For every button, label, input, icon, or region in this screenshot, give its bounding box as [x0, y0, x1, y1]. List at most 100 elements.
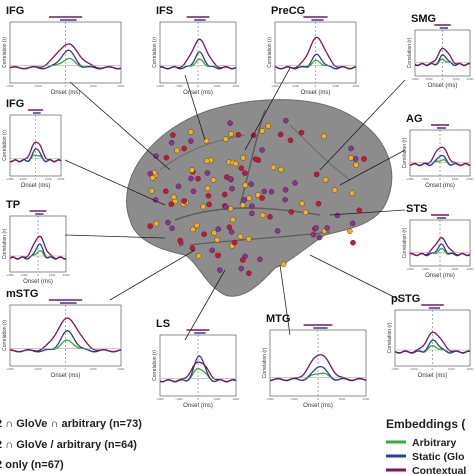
x-tick-label: 2000 — [467, 77, 474, 81]
electrode-dot — [181, 198, 187, 204]
panel-ifg-top: IFG -2000 -1000 0 1000 2000 Onset (ms) Correlat… — [2, 5, 125, 96]
leader-line-smg — [319, 79, 406, 171]
electrode-dot — [222, 136, 229, 142]
electrode-dot — [195, 175, 201, 182]
electrode-dot — [287, 137, 294, 144]
electrode-dot — [238, 265, 244, 272]
electrode-dot — [214, 236, 220, 243]
y-axis-label: Correlation (r) — [402, 137, 408, 168]
brain-image — [126, 99, 393, 297]
electrode-dot — [237, 233, 244, 240]
electrode-dot — [169, 225, 175, 232]
electrode-dot — [277, 131, 284, 138]
electrode-dot — [274, 228, 281, 234]
x-tick-label: 0 — [432, 367, 434, 371]
electrode-dot — [346, 228, 353, 235]
embeddings-legend-title: Embeddings ( — [386, 417, 465, 431]
x-tick-label: -2000 — [406, 267, 414, 271]
x-tick-label: 1000 — [452, 267, 459, 271]
y-axis-label: Correlation (r) — [152, 350, 158, 381]
leader-line-ls — [184, 269, 226, 341]
x-tick-label: 1000 — [90, 367, 97, 371]
curve-contextual — [9, 317, 122, 353]
x-tick-label: -2000 — [6, 84, 14, 88]
electrode-dot — [148, 188, 155, 194]
electrode-dot — [321, 133, 327, 140]
x-tick-label: -1000 — [19, 177, 27, 181]
y-axis-label: Correlation (r) — [267, 37, 273, 68]
electrode-dot — [221, 191, 228, 198]
electrode-dot — [204, 158, 210, 164]
electrode-dot — [165, 219, 171, 226]
leader-line-ifg-top — [69, 81, 171, 171]
x-tick-label: -1000 — [290, 397, 298, 401]
x-tick-label: -1000 — [20, 273, 28, 277]
electrode-dot — [282, 196, 288, 203]
electrode-dot — [211, 230, 217, 236]
x-tick-label: -2000 — [6, 273, 14, 277]
electrode-dot — [322, 176, 329, 183]
x-tick-label: 0 — [37, 273, 39, 277]
electrode-dot — [190, 188, 197, 195]
x-tick-label: 2000 — [467, 367, 474, 371]
brain-sulcus-frontal — [159, 134, 246, 171]
panel-title: PreCG — [271, 5, 305, 17]
x-tick-label: 1000 — [214, 84, 221, 88]
x-tick-label: 2000 — [233, 84, 240, 88]
x-tick-label: -1000 — [425, 77, 433, 81]
x-tick-label: -1000 — [421, 177, 429, 181]
x-axis-label: Onset (ms) — [425, 183, 455, 189]
electrode-dot — [195, 253, 202, 259]
electrode-dot — [170, 132, 176, 138]
electrode-dot — [349, 190, 355, 196]
curve-contextual — [159, 361, 237, 383]
electrode-dot — [255, 192, 261, 198]
electrode-dot — [302, 209, 309, 216]
brain-sulcus-lateral — [174, 207, 321, 221]
electrode-dot — [215, 226, 222, 232]
electrode-dot — [228, 229, 235, 235]
electrode-dot — [228, 176, 234, 182]
electrode-dot — [149, 174, 156, 181]
x-tick-label: -2000 — [6, 367, 14, 371]
x-tick-label: -2000 — [6, 177, 14, 181]
panel-title: IFG — [6, 98, 24, 110]
y-axis-label: Correlation (r) — [2, 130, 8, 161]
y-axis-label: Correlation (r) — [2, 228, 8, 259]
x-tick-label: 0 — [317, 397, 319, 401]
plot-frame — [409, 129, 471, 177]
electrode-dot — [201, 231, 207, 237]
electrode-dot — [316, 234, 323, 241]
electrode-legend-item-3: PT2 only (n=67) — [0, 459, 64, 471]
x-tick-label: -2000 — [411, 77, 419, 81]
curve-contextual — [274, 36, 357, 70]
electrode-legend-item-2: PT2 ∩ GloVe / arbitrary (n=64) — [0, 439, 137, 451]
electrode-dot — [216, 267, 223, 273]
panel-title: SMG — [411, 13, 436, 25]
electrode-dot — [299, 200, 305, 207]
panel-title: IFG — [6, 5, 24, 17]
panel-ifg-mid: IFG -2000 -1000 0 1000 2000 Onset (ms) Correlat… — [2, 98, 65, 189]
x-tick-label: -1000 — [34, 84, 42, 88]
electrode-dot — [361, 156, 367, 162]
electrode-dot — [229, 216, 236, 223]
electrode-dot — [223, 204, 230, 211]
electrode-dot — [206, 201, 212, 208]
y-axis-label: Correlation (r) — [262, 347, 268, 378]
electrode-dot — [267, 213, 273, 220]
plot-frame — [409, 219, 471, 267]
electrode-dot — [229, 185, 235, 192]
leader-line-ag — [339, 149, 406, 186]
electrode-legend: PT2 ∩ GloVe ∩ arbitrary (n=73) PT2 ∩ Glo… — [0, 418, 142, 471]
electrode-dot — [298, 129, 305, 136]
electrode-dot — [280, 261, 287, 268]
x-tick-label: -2000 — [156, 397, 164, 401]
electrode-dot — [232, 160, 239, 167]
x-axis-label: Onset (ms) — [51, 90, 81, 96]
panel-title: IFS — [156, 5, 173, 17]
panel-ag: AG -2000 -1000 0 1000 2000 Onset (ms) Correlati… — [402, 113, 474, 189]
x-tick-label: -2000 — [391, 367, 399, 371]
x-tick-label: 1000 — [332, 84, 339, 88]
panel-title: STS — [406, 203, 427, 215]
electrode-dot — [231, 239, 238, 246]
